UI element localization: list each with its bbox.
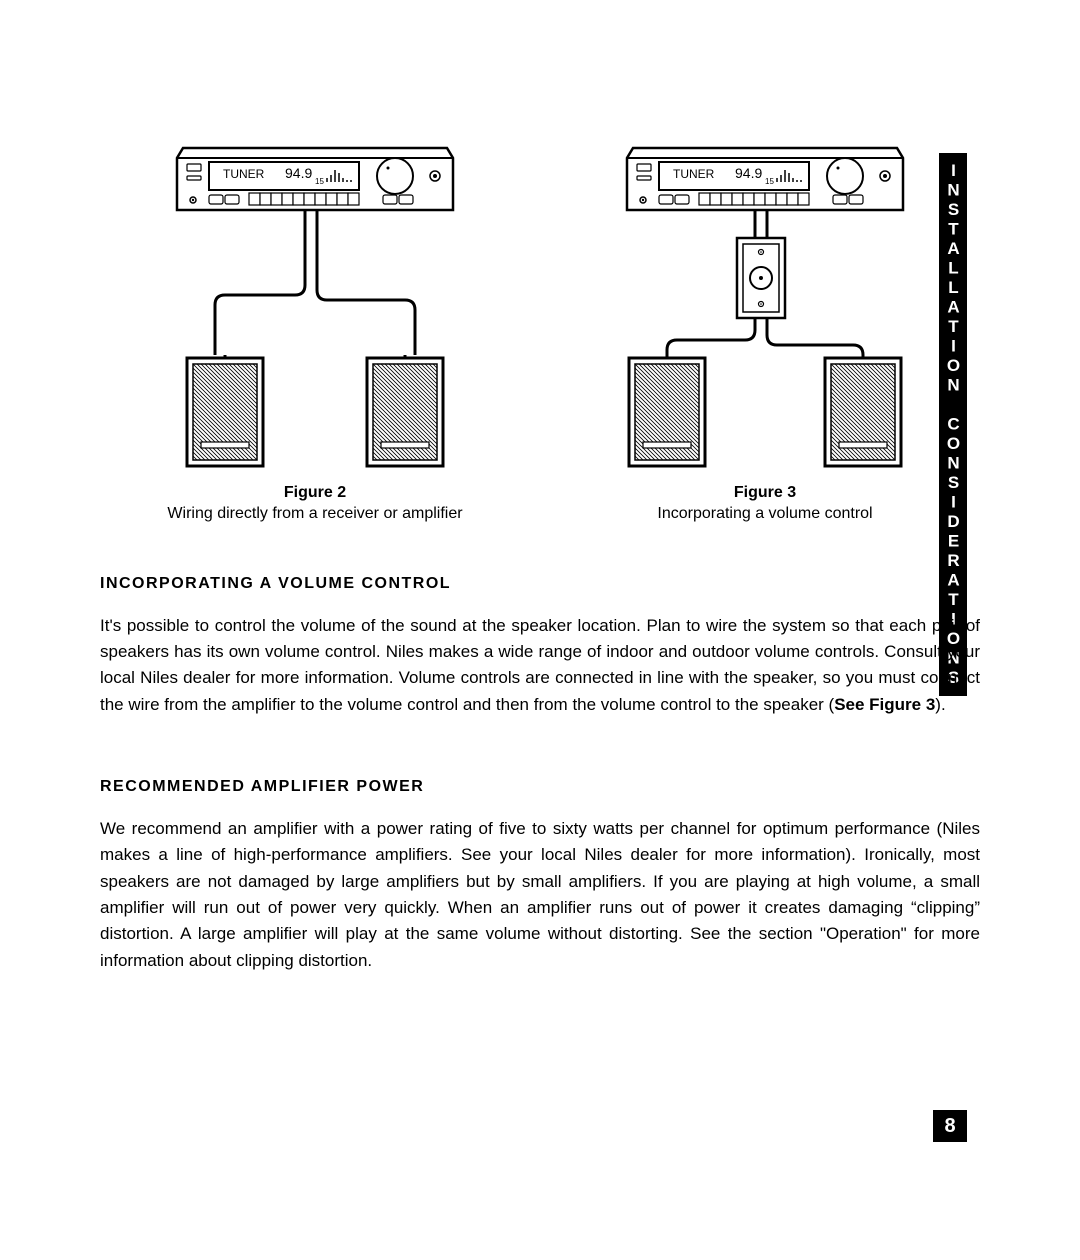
tuner-label-f2: TUNER — [223, 167, 265, 181]
figure-2-diagram: TUNER 94.9 15 — [100, 140, 530, 470]
figures-row: TUNER 94.9 15 — [100, 140, 980, 525]
speaker-right-f3 — [825, 358, 901, 466]
figure-3-text: Incorporating a volume control — [657, 505, 872, 522]
section-1-body-bold: See Figure 3 — [834, 695, 935, 714]
figure-3-diagram: TUNER 94.9 15 — [550, 140, 980, 470]
section-1-body-b: ). — [935, 695, 945, 714]
speaker-left-f2 — [187, 358, 263, 466]
section-2-body: We recommend an amplifier with a power r… — [100, 816, 980, 974]
volume-control-plate — [737, 238, 785, 318]
figure-3-title: Figure 3 — [734, 484, 796, 501]
figure-2-text: Wiring directly from a receiver or ampli… — [167, 505, 462, 522]
page-number: 8 — [933, 1110, 967, 1142]
freq-f3: 94.9 — [735, 165, 762, 181]
freqsub-f2: 15 — [315, 177, 324, 186]
section-2-heading: RECOMMENDED AMPLIFIER POWER — [100, 778, 980, 796]
figure-3: TUNER 94.9 15 — [550, 140, 980, 525]
figure-2: TUNER 94.9 15 — [100, 140, 530, 525]
speaker-left-f3 — [629, 358, 705, 466]
section-1-body: It's possible to control the volume of t… — [100, 613, 980, 718]
section-1-heading: INCORPORATING A VOLUME CONTROL — [100, 575, 980, 593]
freq-f2: 94.9 — [285, 165, 312, 181]
figure-2-title: Figure 2 — [284, 484, 346, 501]
figure-3-caption: Figure 3 Incorporating a volume control — [550, 483, 980, 525]
freqsub-f3: 15 — [765, 177, 774, 186]
speaker-right-f2 — [367, 358, 443, 466]
figure-2-caption: Figure 2 Wiring directly from a receiver… — [100, 483, 530, 525]
tuner-label-f3: TUNER — [673, 167, 715, 181]
page-content: TUNER 94.9 15 — [100, 140, 980, 974]
